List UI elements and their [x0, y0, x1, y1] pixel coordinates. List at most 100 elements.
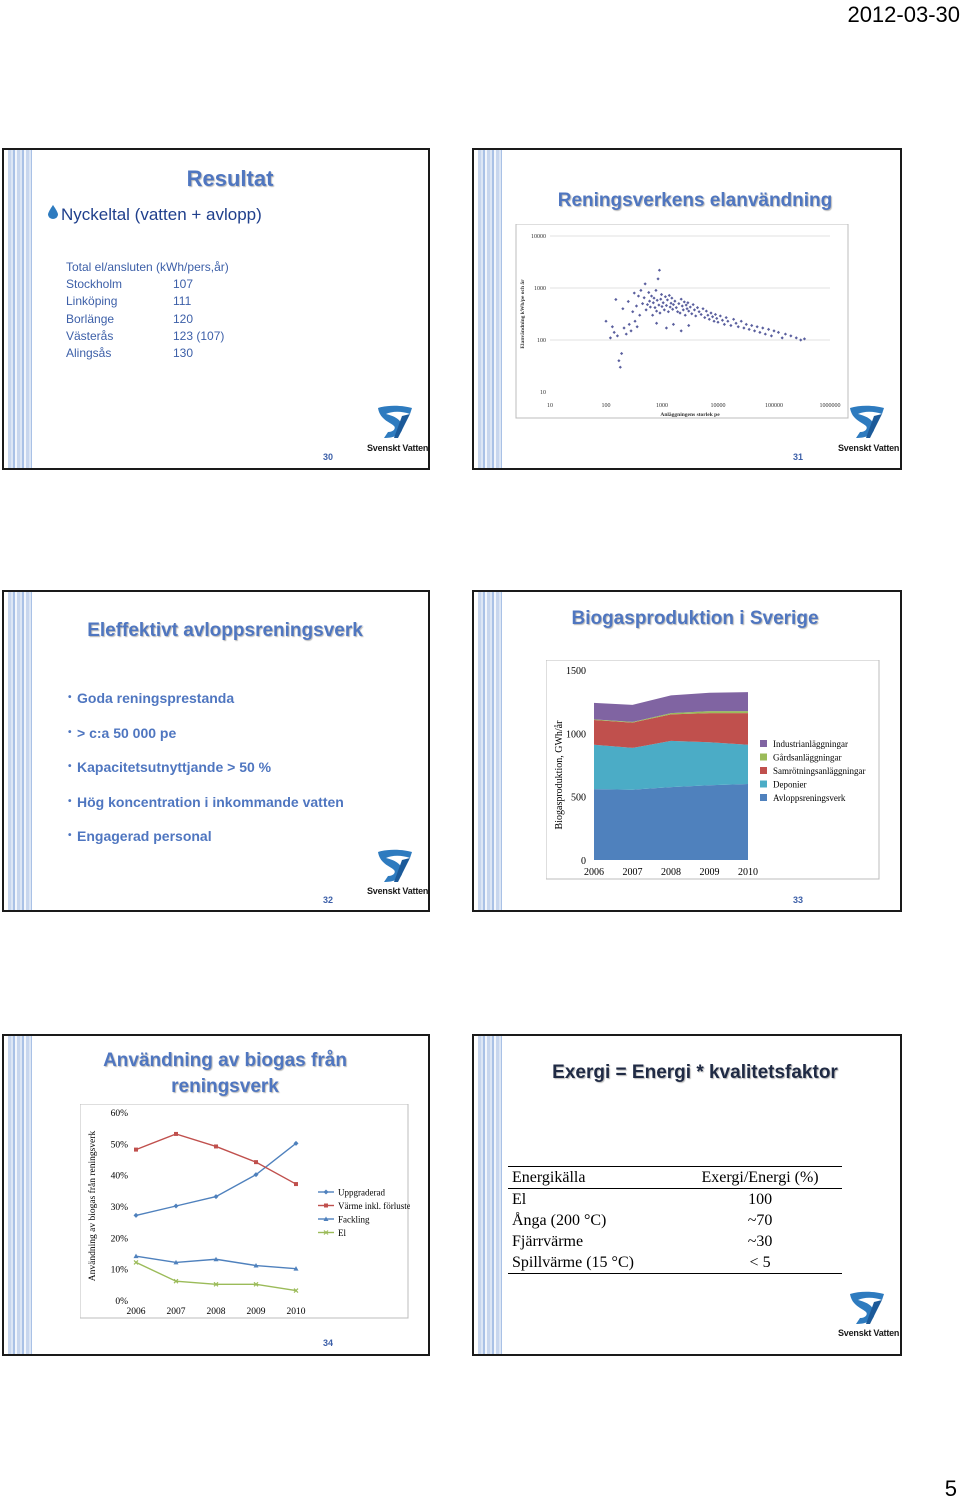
scatter-point: [783, 332, 788, 336]
legend-label: Samrötningsanläggningar: [773, 766, 865, 776]
table-cell: < 5: [678, 1252, 842, 1274]
scatter-point: [659, 292, 664, 297]
scatter-point: [692, 308, 697, 312]
scatter-point: [662, 308, 666, 312]
scatter-point: [776, 330, 781, 335]
slide-30: [2, 148, 430, 470]
slide-32: [2, 590, 430, 912]
x-tick-label: 2009: [700, 867, 720, 878]
legend-swatch: [760, 780, 767, 788]
data-point-marker: [253, 1263, 259, 1268]
legend-label: Gårdsanläggningar: [773, 753, 841, 763]
scatter-point: [614, 297, 618, 302]
legend-swatch: [760, 740, 767, 747]
slide-decoration-bar: [8, 1036, 32, 1354]
slide-number: 33: [793, 895, 804, 905]
scatter-point: [651, 313, 655, 317]
data-point-marker: [294, 1182, 298, 1187]
area-series: [594, 713, 748, 748]
scatter-point: [755, 325, 759, 329]
slide-decoration-bar: [478, 150, 502, 468]
legend-label: Deponier: [773, 780, 807, 790]
x-tick-label: 2006: [127, 1307, 146, 1317]
slide-number: 34: [323, 1338, 334, 1348]
scatter-point: [715, 316, 719, 321]
data-point-marker: [173, 1278, 179, 1284]
y-axis-label: Användning av biogas från reningsverk: [87, 1131, 98, 1282]
table-row: Fjärrvärme ~30: [508, 1231, 842, 1252]
table-cell: Spillvärme (15 °C): [508, 1252, 679, 1274]
area-series: [594, 740, 748, 790]
data-point-marker: [213, 1256, 219, 1262]
data-point-marker: [214, 1144, 218, 1149]
data-point-marker: [133, 1253, 139, 1259]
bullet-item: > c:a 50 000 pe: [68, 725, 176, 741]
slide-number: 30: [323, 452, 334, 462]
svenskt-vatten-wordmark: Svenskt Vatten: [367, 886, 429, 896]
legend-label: Uppgraderad: [338, 1188, 385, 1198]
y-tick-label: 1000: [534, 286, 546, 292]
y-tick-label: 0: [581, 856, 586, 867]
table-cell: Fjärrvärme: [512, 1233, 584, 1250]
slide-31-title: Reningsverkens elanvändning: [557, 190, 833, 211]
table-cell: Ånga (200 °C): [512, 1212, 607, 1229]
city-value: 107: [173, 277, 194, 291]
data-point-marker: [134, 1147, 138, 1152]
page-date: 2012-03-30: [847, 2, 960, 27]
scatter-point: [772, 329, 776, 333]
scatter-point: [720, 318, 725, 322]
scatter-point: [722, 322, 726, 326]
scatter-point: [639, 288, 643, 292]
y-tick-label: 50%: [111, 1140, 129, 1150]
scatter-point: [799, 338, 803, 342]
slide-32-title: Eleffektivt avloppsreningsverk: [87, 620, 363, 641]
water-drop-icon: [48, 205, 58, 219]
x-tick-label: 10000: [711, 403, 726, 409]
data-point-marker: [253, 1172, 259, 1178]
svenskt-vatten-logo-icon: [850, 1291, 884, 1324]
scatter-point: [671, 302, 676, 307]
scatter-point: [654, 309, 659, 313]
scatter-point: [704, 309, 708, 313]
svenskt-vatten-logo-icon: [378, 405, 412, 438]
line-chart: 0% 10% 20% 30% 40% 50% 60% 2006 2007 2008 2009 2010…: [80, 1104, 410, 1319]
y-tick-label: 40%: [111, 1172, 129, 1182]
legend-swatch: [760, 767, 767, 774]
scatter-point: [660, 304, 664, 309]
x-tick-label: 2008: [661, 867, 681, 878]
data-point-marker: [293, 1288, 299, 1294]
y-axis-label: Biogasproduktion, GWh/år: [554, 720, 565, 830]
svenskt-vatten-logo-icon: [378, 849, 412, 882]
x-tick-label: 1000000: [820, 403, 841, 409]
x-axis-label: Anläggningens storlek pe: [660, 412, 720, 418]
x-tick-label: 1000: [656, 403, 668, 409]
scatter-point: [794, 336, 798, 340]
x-tick-label: 100: [602, 403, 611, 409]
scatter-point: [701, 307, 705, 311]
scatter-point: [635, 325, 639, 329]
city-label: Stockholm: [66, 277, 123, 291]
exergy-table: Energikälla Exergi/Energi (%) El 100 Ång…: [508, 1166, 842, 1274]
y-tick-label: 1500: [566, 666, 586, 677]
slide-34-title: Användning av biogas från reningsverk: [103, 1050, 347, 1097]
city-label: Västerås: [66, 329, 114, 343]
slide-decoration-bar: [8, 592, 32, 910]
scatter-point: [669, 301, 673, 305]
scatter-point: [769, 334, 774, 338]
scatter-point: [654, 288, 658, 292]
svenskt-vatten-wordmark: Svenskt Vatten: [367, 443, 429, 453]
data-point-marker: [133, 1259, 139, 1265]
bullet-item: Goda reningsprestanda: [68, 690, 234, 706]
table-row: Ånga (200 °C) ~70: [508, 1210, 842, 1231]
chart-frame: [80, 1104, 409, 1319]
slide-35: [472, 1034, 902, 1356]
scatter-point: [663, 295, 667, 299]
scatter-point: [736, 325, 740, 329]
data-point-marker: [293, 1266, 299, 1271]
slide-number: 31: [793, 452, 804, 462]
table-row: Spillvärme (15 °C) < 5: [508, 1252, 842, 1274]
scatter-point: [608, 336, 613, 340]
scatter-point: [742, 326, 746, 330]
x-tick-label: 2007: [167, 1307, 186, 1317]
y-axis-label: Elanvändning kWh/pe och år: [519, 279, 526, 349]
